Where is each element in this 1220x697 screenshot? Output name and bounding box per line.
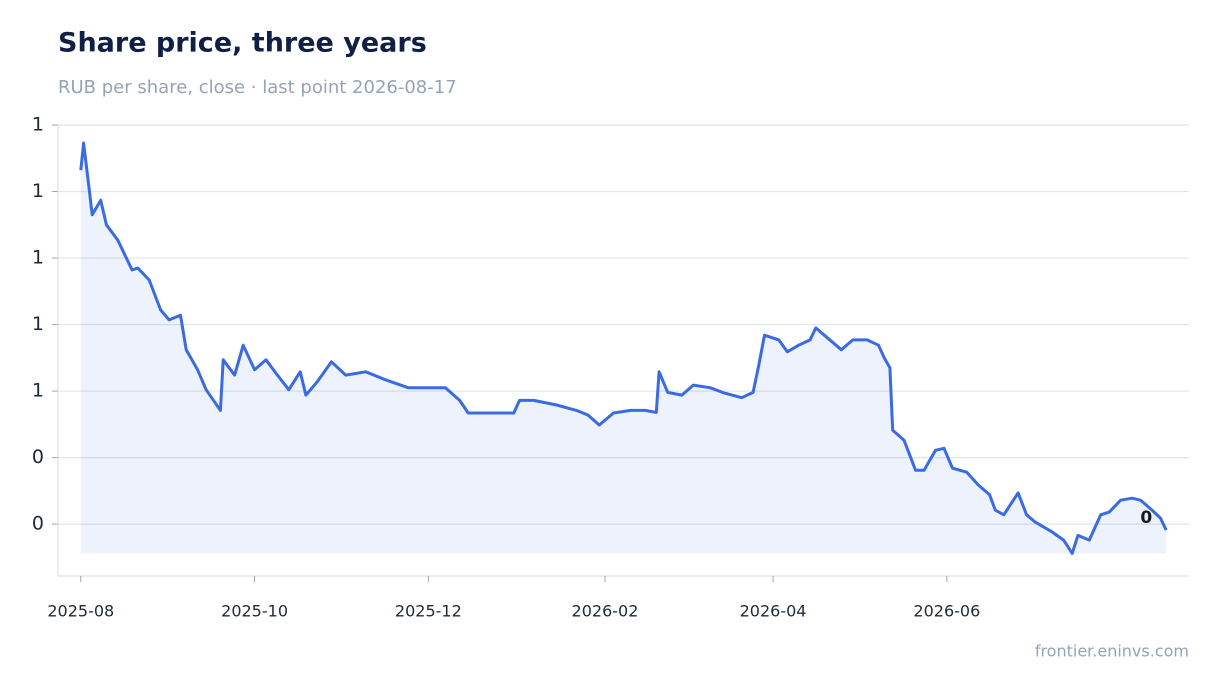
- line: [79, 141, 1168, 555]
- y-tick-label: 1: [32, 247, 44, 269]
- chart-title: Share price, three years: [58, 28, 427, 59]
- y-tick-label: 1: [32, 313, 44, 335]
- x-tick-label: 2025-10: [221, 602, 288, 621]
- x-tick-label: 2026-06: [913, 602, 980, 621]
- x-tick-label: 2025-08: [47, 602, 114, 621]
- y-tick-label: 0: [32, 513, 44, 535]
- x-tick-label: 2026-02: [572, 602, 639, 621]
- source: frontier.eninvs.com: [1035, 642, 1189, 661]
- area: [80, 143, 1167, 554]
- y-tick-label: 1: [32, 114, 44, 136]
- y-tick-label: 1: [32, 180, 44, 202]
- y-tick-label: 0: [32, 446, 44, 468]
- x-tick-label: 2025-12: [395, 602, 462, 621]
- x-tick-label: 2026-04: [740, 602, 807, 621]
- y-tick-label: 1: [32, 380, 44, 402]
- chart-subtitle: RUB per share, close · last point 2026-0…: [58, 77, 457, 98]
- annotation: 0: [1140, 508, 1152, 528]
